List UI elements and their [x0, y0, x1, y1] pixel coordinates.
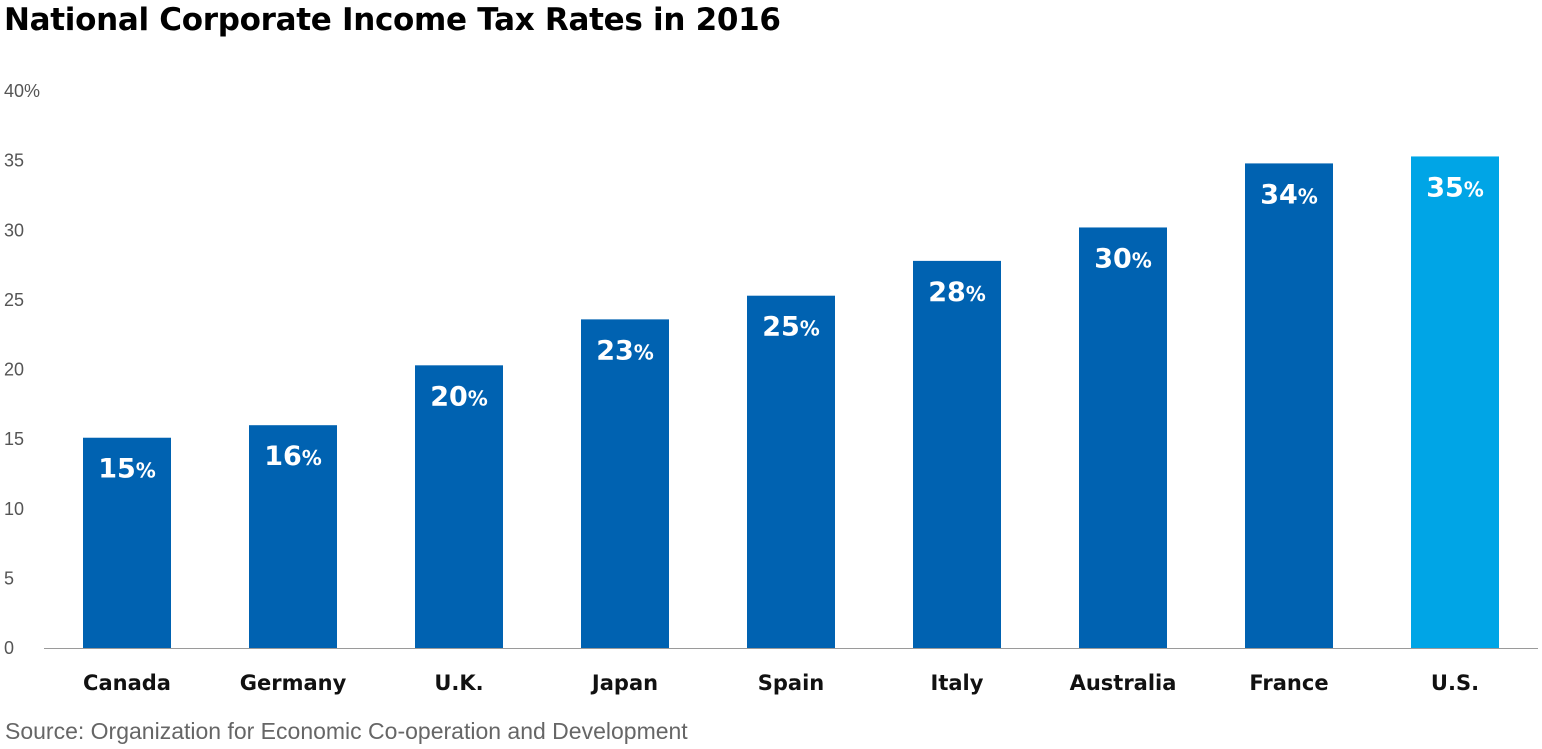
bar-value-number: 28: [928, 277, 966, 308]
bar-value-number: 15: [98, 454, 136, 485]
x-category-label: U.K.: [434, 671, 483, 695]
x-category-label: Canada: [83, 671, 171, 695]
y-tick-label: 10: [4, 499, 24, 519]
y-tick-label: 25: [4, 290, 24, 310]
bar-value-label: 35%: [1426, 172, 1484, 203]
y-tick-label: 15: [4, 429, 24, 449]
bar-value-label: 20%: [430, 381, 488, 412]
bar-value-label: 34%: [1260, 179, 1318, 210]
bar-value-percent-sign: %: [1464, 177, 1484, 201]
bar-value-number: 23: [596, 335, 634, 366]
bar-value-label: 23%: [596, 335, 654, 366]
bar-value-number: 16: [264, 441, 302, 472]
x-category-label: Japan: [590, 671, 658, 695]
y-tick-label: 30: [4, 220, 24, 240]
y-tick-label: 40%: [4, 81, 40, 101]
bar-value-label: 28%: [928, 277, 986, 308]
y-tick-label: 0: [4, 638, 14, 658]
bar-value-number: 20: [430, 381, 468, 412]
bar-value-label: 16%: [264, 441, 322, 472]
bar-value-label: 15%: [98, 454, 156, 485]
bar-value-number: 25: [762, 312, 800, 343]
source-note: Source: Organization for Economic Co-ope…: [5, 718, 688, 744]
bar: [581, 319, 669, 648]
bar-value-percent-sign: %: [302, 446, 322, 470]
bar-value-label: 30%: [1094, 243, 1152, 274]
bar-value-percent-sign: %: [634, 340, 654, 364]
x-category-label: France: [1249, 671, 1328, 695]
bar-value-percent-sign: %: [800, 317, 820, 341]
x-category-label: Italy: [931, 671, 984, 695]
x-category-label: Australia: [1070, 671, 1177, 695]
bar-value-percent-sign: %: [966, 282, 986, 306]
bar: [249, 425, 337, 648]
bar-value-percent-sign: %: [1298, 184, 1318, 208]
bar: [1411, 156, 1499, 648]
bar-value-percent-sign: %: [136, 459, 156, 483]
bar: [913, 260, 1001, 648]
bar: [747, 295, 835, 648]
bar-value-number: 35: [1426, 172, 1464, 203]
bar-value-percent-sign: %: [468, 386, 488, 410]
x-category-label: Spain: [758, 671, 824, 695]
bar: [1079, 227, 1167, 648]
chart-title: National Corporate Income Tax Rates in 2…: [4, 2, 781, 38]
y-tick-label: 5: [4, 568, 14, 588]
bar: [1245, 163, 1333, 648]
bar-value-percent-sign: %: [1132, 248, 1152, 272]
bar-value-number: 34: [1260, 179, 1298, 210]
y-tick-label: 20: [4, 360, 24, 380]
bar: [415, 365, 503, 648]
x-category-label: U.S.: [1431, 671, 1479, 695]
bar: [83, 437, 171, 648]
bar-value-number: 30: [1094, 243, 1132, 274]
x-category-label: Germany: [240, 671, 347, 695]
y-tick-label: 35: [4, 151, 24, 171]
bar-value-label: 25%: [762, 312, 820, 343]
